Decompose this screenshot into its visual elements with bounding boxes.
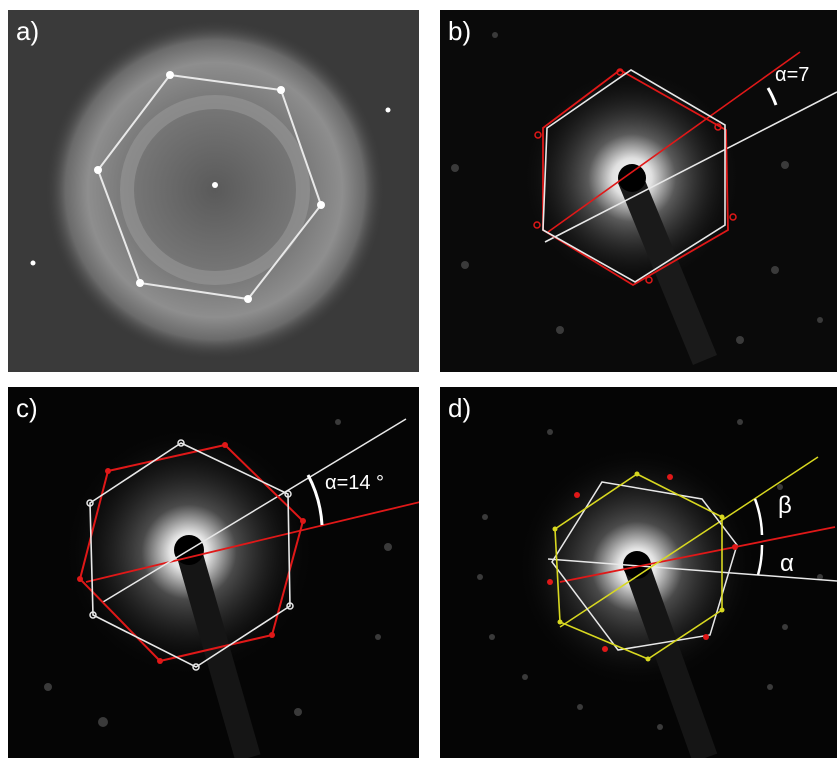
beta-arc <box>753 498 764 536</box>
alpha-label-c: α=14 ° <box>325 472 385 494</box>
white-markers <box>86 439 294 671</box>
beam-stopper-tip <box>618 164 646 192</box>
white-axis-line <box>544 91 837 243</box>
diffraction-panel-c: c) α=14 ° <box>8 387 419 758</box>
white-axis-line <box>547 558 837 582</box>
outer-spots <box>477 419 823 730</box>
beam-stopper <box>617 173 718 365</box>
panel-label-b: b) <box>448 16 472 46</box>
fft-panel-a: a) <box>8 10 419 372</box>
diffraction-panel-b: b) α=7 <box>440 10 837 372</box>
yellow-spots <box>552 471 725 662</box>
alpha-label-b: α=7 <box>775 64 810 86</box>
angle-arc <box>766 87 778 106</box>
alpha-label-d: α <box>780 550 794 577</box>
panel-label-d: d) <box>448 393 472 423</box>
hexagon-white <box>542 69 726 283</box>
white-axis-line <box>102 418 407 603</box>
outer-spots <box>44 419 392 727</box>
diffraction-image-d <box>477 419 837 758</box>
yellow-axis-line <box>559 456 819 628</box>
diffraction-image-c <box>44 418 419 758</box>
hexagon-white <box>89 442 291 668</box>
hexagon-white <box>551 481 738 651</box>
red-spots <box>547 474 738 652</box>
panel-label-a: a) <box>16 16 40 46</box>
red-axis-line <box>547 51 801 233</box>
outer-spots <box>451 32 823 344</box>
fft-image <box>30 20 391 360</box>
diffuse-halo <box>45 20 385 360</box>
red-axis-line <box>85 501 419 583</box>
beam-stopper <box>624 562 718 758</box>
beam-stopper <box>176 548 261 758</box>
diffraction-panel-d: d) β α <box>440 387 837 758</box>
red-spots <box>77 442 306 664</box>
red-axis-line <box>559 526 836 583</box>
red-markers <box>533 68 737 284</box>
hexagon-red <box>542 68 729 287</box>
alpha-arc <box>756 544 764 576</box>
center-spot <box>212 182 218 188</box>
diffraction-spots <box>30 71 391 303</box>
panel-label-c: c) <box>16 393 38 423</box>
diffuse-ring <box>120 95 310 285</box>
diffraction-image-b <box>451 32 837 365</box>
angle-arc <box>306 474 324 526</box>
beta-label-d: β <box>778 492 792 519</box>
